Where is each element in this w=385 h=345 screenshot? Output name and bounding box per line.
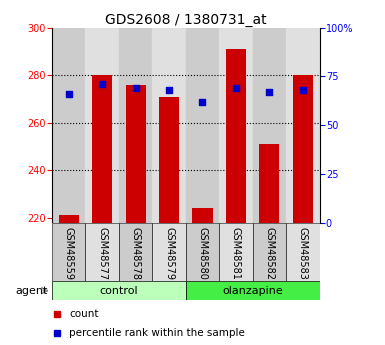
Point: [166, 87, 172, 93]
Point: [65, 91, 72, 97]
Text: agent: agent: [16, 286, 48, 296]
Text: GSM48559: GSM48559: [64, 227, 74, 280]
Point: [99, 81, 105, 87]
Text: GSM48581: GSM48581: [231, 227, 241, 279]
Bar: [92, 75, 112, 223]
Text: GSM48577: GSM48577: [97, 227, 107, 280]
Bar: [85, 223, 119, 281]
Bar: [119, 28, 152, 223]
Bar: [152, 28, 186, 223]
Text: GSM48583: GSM48583: [298, 227, 308, 279]
Point: [199, 99, 206, 105]
Bar: [286, 223, 320, 281]
Bar: [59, 215, 79, 223]
Text: percentile rank within the sample: percentile rank within the sample: [69, 328, 245, 338]
Bar: [192, 208, 213, 223]
Bar: [52, 223, 85, 281]
Bar: [119, 223, 152, 281]
Bar: [186, 223, 219, 281]
Text: GSM48580: GSM48580: [198, 227, 208, 279]
Bar: [226, 49, 246, 223]
Bar: [259, 144, 280, 223]
Bar: [186, 28, 219, 223]
Text: count: count: [69, 309, 99, 319]
Point: [233, 85, 239, 91]
Point: [132, 85, 139, 91]
Bar: [126, 85, 146, 223]
Bar: [293, 75, 313, 223]
Text: olanzapine: olanzapine: [222, 286, 283, 296]
Point: [266, 89, 273, 95]
Bar: [186, 281, 320, 300]
Text: GSM48578: GSM48578: [131, 227, 141, 280]
Bar: [85, 28, 119, 223]
Bar: [286, 28, 320, 223]
Text: control: control: [100, 286, 138, 296]
Point: [300, 87, 306, 93]
Bar: [219, 28, 253, 223]
Bar: [253, 28, 286, 223]
Bar: [219, 223, 253, 281]
Bar: [152, 223, 186, 281]
Bar: [52, 28, 85, 223]
Text: GSM48579: GSM48579: [164, 227, 174, 280]
Title: GDS2608 / 1380731_at: GDS2608 / 1380731_at: [105, 12, 266, 27]
Bar: [159, 97, 179, 223]
Bar: [52, 281, 186, 300]
Text: GSM48582: GSM48582: [264, 227, 275, 280]
Bar: [253, 223, 286, 281]
